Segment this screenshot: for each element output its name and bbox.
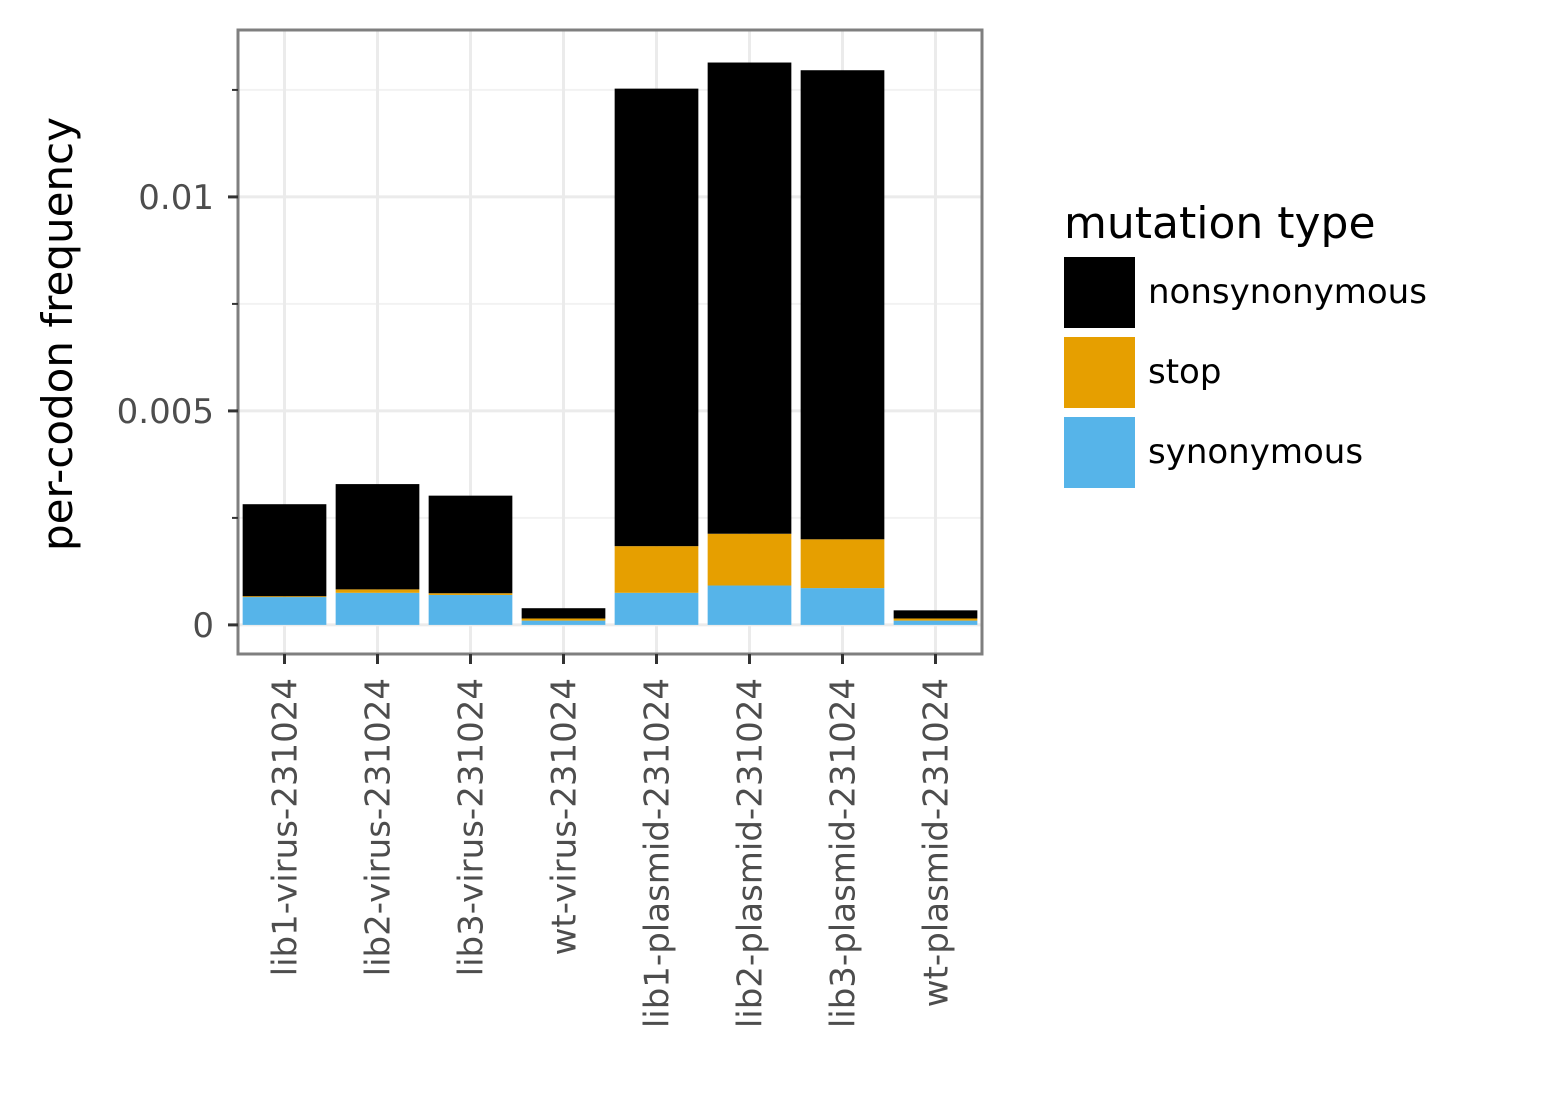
y-axis: 0 0.005 0.01 <box>117 88 238 646</box>
legend-swatch-nonsynonymous <box>1064 257 1135 328</box>
bar-nonsynonymous <box>335 484 420 590</box>
bar-nonsynonymous <box>800 70 885 540</box>
bar-stop <box>893 618 978 621</box>
bar-stop <box>614 546 699 593</box>
legend-title: mutation type <box>1064 198 1376 249</box>
x-tick-label: lib3-plasmid-231024 <box>824 678 864 1028</box>
bar-synonymous <box>335 592 420 625</box>
legend-label-stop: stop <box>1148 352 1221 392</box>
bar-stop <box>428 593 513 595</box>
x-tick-label: lib3-virus-231024 <box>452 678 492 976</box>
legend-swatch-synonymous <box>1064 417 1135 488</box>
x-tick-label: lib2-virus-231024 <box>359 678 399 976</box>
bar-nonsynonymous <box>521 608 606 619</box>
bars <box>242 62 978 625</box>
plot-panel-border <box>236 28 984 656</box>
y-tick-label: 0.01 <box>138 178 214 218</box>
y-tick-label: 0 <box>192 606 214 646</box>
bar-synonymous <box>707 585 792 625</box>
bar-stop <box>242 596 327 598</box>
y-tick-label: 0.005 <box>117 392 214 432</box>
bar-stop <box>521 618 606 621</box>
bar-nonsynonymous <box>614 88 699 547</box>
legend: mutation type nonsynonymous stop synonymou… <box>1064 198 1427 488</box>
legend-label-synonymous: synonymous <box>1148 432 1363 472</box>
bar-synonymous <box>428 594 513 625</box>
x-tick-label: wt-plasmid-231024 <box>917 678 957 1007</box>
legend-swatch-stop <box>1064 337 1135 408</box>
bar-stop <box>335 589 420 593</box>
bar-synonymous <box>242 597 327 625</box>
bar-nonsynonymous <box>428 495 513 594</box>
y-axis-title: per-codon frequency <box>33 117 82 551</box>
x-tick-label: wt-virus-231024 <box>545 678 585 955</box>
bar-nonsynonymous <box>707 62 792 534</box>
bar-stop <box>707 533 792 586</box>
x-tick-label: lib1-virus-231024 <box>266 678 306 976</box>
bar-nonsynonymous <box>242 504 327 597</box>
bar-stop <box>800 539 885 589</box>
x-tick-label: lib2-plasmid-231024 <box>731 678 771 1028</box>
x-tick-label: lib1-plasmid-231024 <box>638 678 678 1028</box>
legend-label-nonsynonymous: nonsynonymous <box>1148 272 1427 312</box>
bar-nonsynonymous <box>893 610 978 619</box>
x-axis: lib1-virus-231024 lib2-virus-231024 lib3-v… <box>266 654 957 1028</box>
bar-synonymous <box>521 620 606 625</box>
bar-synonymous <box>614 592 699 625</box>
bar-synonymous <box>893 620 978 625</box>
bar-synonymous <box>800 588 885 625</box>
